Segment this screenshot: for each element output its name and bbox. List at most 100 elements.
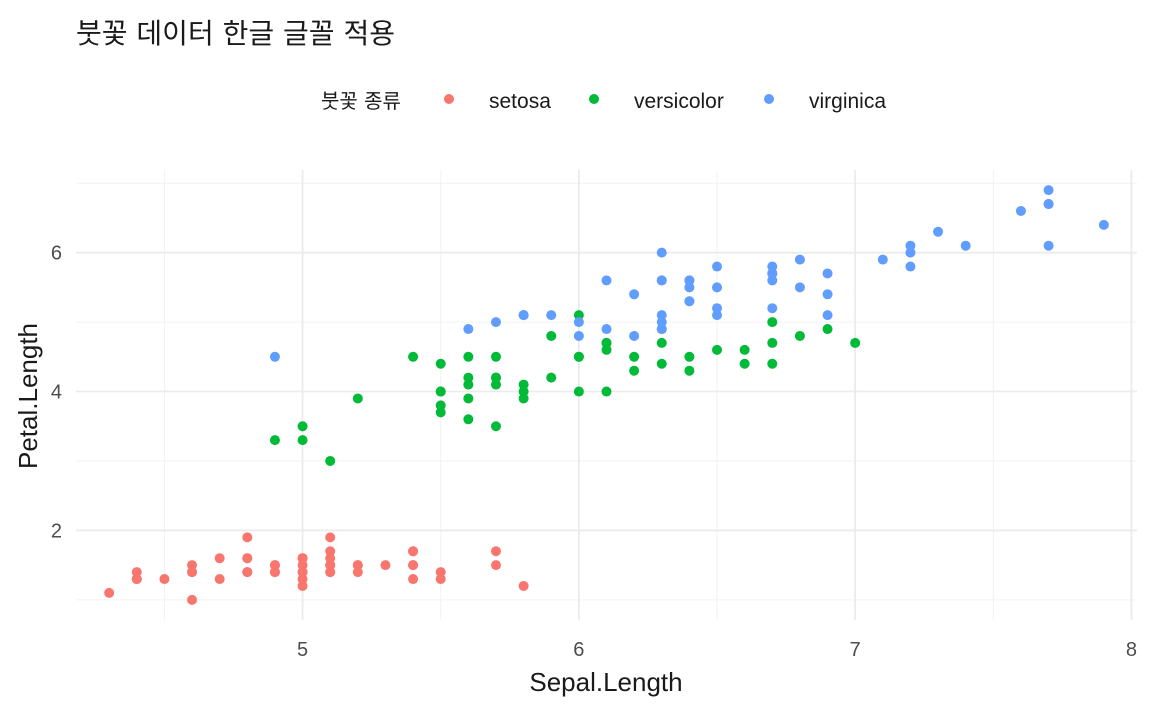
point-virginica <box>767 303 778 314</box>
point-versicolor <box>739 358 750 369</box>
point-virginica <box>1043 185 1054 196</box>
point-virginica <box>794 254 805 265</box>
point-virginica <box>656 310 667 321</box>
point-setosa <box>297 553 308 564</box>
point-versicolor <box>656 337 667 348</box>
point-virginica <box>794 282 805 293</box>
point-versicolor <box>573 351 584 362</box>
point-versicolor <box>794 330 805 341</box>
point-setosa <box>352 560 363 571</box>
point-setosa <box>214 553 225 564</box>
point-virginica <box>656 317 667 328</box>
point-versicolor <box>712 344 723 355</box>
point-versicolor <box>325 455 336 466</box>
x-axis-title: Sepal.Length <box>529 667 682 697</box>
point-versicolor <box>767 317 778 328</box>
point-virginica <box>822 289 833 300</box>
x-tick-label: 8 <box>1126 639 1137 661</box>
point-setosa <box>518 580 529 591</box>
x-tick-label: 5 <box>297 639 308 661</box>
point-versicolor <box>352 393 363 404</box>
point-virginica <box>463 324 474 335</box>
point-setosa <box>297 580 308 591</box>
point-versicolor <box>601 386 612 397</box>
point-virginica <box>656 324 667 335</box>
point-setosa <box>242 567 253 578</box>
legend-label-setosa: setosa <box>489 90 551 113</box>
point-virginica <box>629 289 640 300</box>
point-virginica <box>767 261 778 272</box>
y-tick-label: 6 <box>51 243 62 265</box>
point-versicolor <box>518 379 529 390</box>
y-tick-label: 4 <box>51 382 62 404</box>
legend-key-virginica <box>764 94 774 104</box>
point-virginica <box>573 317 584 328</box>
legend-label-versicolor: versicolor <box>634 90 724 113</box>
point-virginica <box>684 275 695 286</box>
point-versicolor <box>297 435 308 446</box>
point-versicolor <box>739 344 750 355</box>
point-setosa <box>297 574 308 585</box>
point-virginica <box>1098 219 1109 230</box>
point-virginica <box>1015 205 1026 216</box>
point-setosa <box>325 546 336 557</box>
point-virginica <box>767 275 778 286</box>
point-setosa <box>408 574 419 585</box>
legend-key-setosa <box>444 94 454 104</box>
point-virginica <box>656 247 667 258</box>
point-virginica <box>960 240 971 251</box>
point-virginica <box>656 275 667 286</box>
point-setosa <box>269 560 280 571</box>
point-versicolor <box>463 393 474 404</box>
point-versicolor <box>684 365 695 376</box>
point-virginica <box>712 310 723 321</box>
point-versicolor <box>546 372 557 383</box>
point-setosa <box>242 532 253 543</box>
point-setosa <box>269 567 280 578</box>
point-virginica <box>573 330 584 341</box>
point-versicolor <box>518 393 529 404</box>
point-versicolor <box>601 344 612 355</box>
point-versicolor <box>435 400 446 411</box>
point-setosa <box>435 574 446 585</box>
point-setosa <box>490 560 501 571</box>
point-virginica <box>1043 240 1054 251</box>
point-setosa <box>325 532 336 543</box>
point-versicolor <box>435 407 446 418</box>
point-setosa <box>352 567 363 578</box>
point-versicolor <box>490 379 501 390</box>
point-versicolor <box>629 365 640 376</box>
point-virginica <box>601 324 612 335</box>
point-virginica <box>933 226 944 237</box>
point-virginica <box>518 310 529 321</box>
point-versicolor <box>490 372 501 383</box>
point-virginica <box>712 261 723 272</box>
point-setosa <box>104 587 115 598</box>
chart-title: 붓꽃 데이터 한글 글꼴 적용 <box>76 17 395 50</box>
point-versicolor <box>546 330 557 341</box>
point-setosa <box>187 560 198 571</box>
point-virginica <box>822 268 833 279</box>
x-tick-label: 6 <box>573 639 584 661</box>
point-setosa <box>187 567 198 578</box>
point-virginica <box>712 282 723 293</box>
legend-label-virginica: virginica <box>809 90 886 113</box>
point-versicolor <box>850 337 861 348</box>
point-versicolor <box>435 358 446 369</box>
point-versicolor <box>297 421 308 432</box>
point-setosa <box>297 567 308 578</box>
point-versicolor <box>463 372 474 383</box>
point-setosa <box>490 546 501 557</box>
legend: 붓꽃 종류 setosa versicolor virginica <box>321 89 886 113</box>
point-versicolor <box>490 421 501 432</box>
point-versicolor <box>490 351 501 362</box>
y-axis-ticks: 2 4 6 <box>51 243 62 543</box>
point-virginica <box>1043 199 1054 210</box>
point-versicolor <box>269 435 280 446</box>
point-versicolor <box>518 386 529 397</box>
point-setosa <box>131 574 142 585</box>
point-versicolor <box>463 351 474 362</box>
point-versicolor <box>629 351 640 362</box>
point-setosa <box>408 546 419 557</box>
point-virginica <box>767 268 778 279</box>
